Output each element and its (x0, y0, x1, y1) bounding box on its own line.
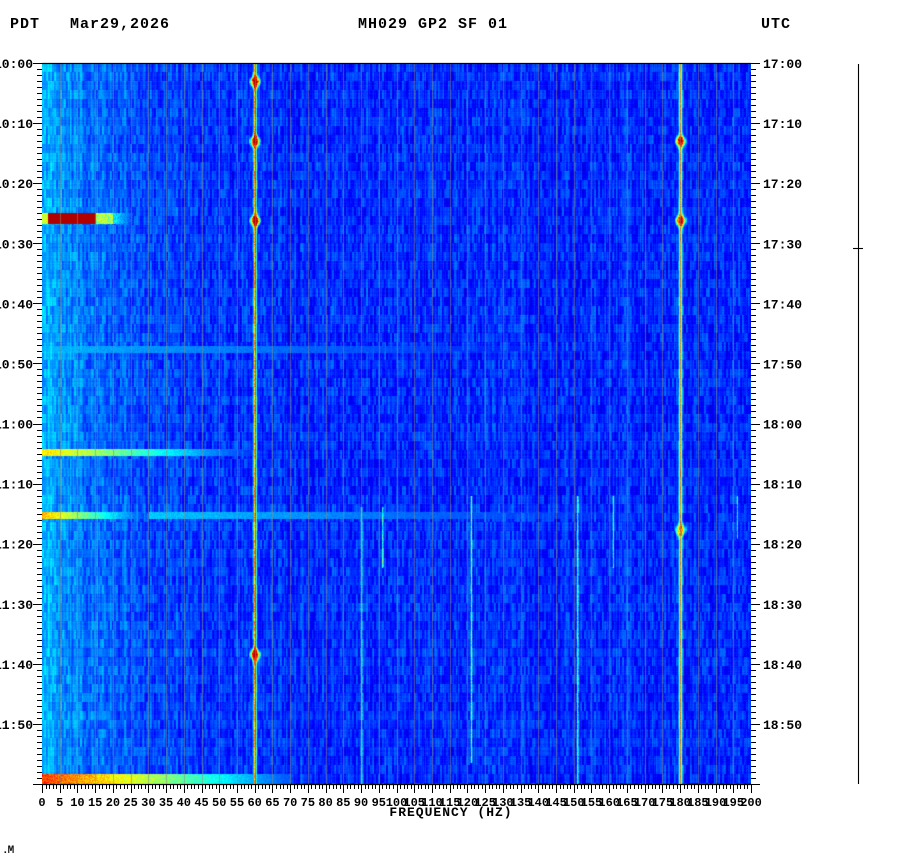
svg-text:11:10: 11:10 (0, 478, 33, 493)
svg-text:18:00: 18:00 (763, 418, 802, 433)
svg-text:10:50: 10:50 (0, 357, 33, 372)
svg-text:10:40: 10:40 (0, 297, 33, 312)
svg-text:11:40: 11:40 (0, 658, 33, 673)
svg-text:11:00: 11:00 (0, 418, 33, 433)
svg-text:17:20: 17:20 (763, 177, 802, 192)
svg-text:10:10: 10:10 (0, 117, 33, 132)
svg-text:10:30: 10:30 (0, 237, 33, 252)
svg-text:17:50: 17:50 (763, 357, 802, 372)
svg-text:18:40: 18:40 (763, 658, 802, 673)
svg-text:18:50: 18:50 (763, 718, 802, 733)
svg-text:18:10: 18:10 (763, 478, 802, 493)
svg-text:17:40: 17:40 (763, 297, 802, 312)
svg-text:18:20: 18:20 (763, 538, 802, 553)
svg-text:17:10: 17:10 (763, 117, 802, 132)
svg-text:17:00: 17:00 (763, 57, 802, 72)
svg-text:11:20: 11:20 (0, 538, 33, 553)
svg-text:11:50: 11:50 (0, 718, 33, 733)
svg-text:18:30: 18:30 (763, 598, 802, 613)
svg-text:17:30: 17:30 (763, 237, 802, 252)
svg-text:10:00: 10:00 (0, 57, 33, 72)
svg-text:10:20: 10:20 (0, 177, 33, 192)
svg-text:11:30: 11:30 (0, 598, 33, 613)
